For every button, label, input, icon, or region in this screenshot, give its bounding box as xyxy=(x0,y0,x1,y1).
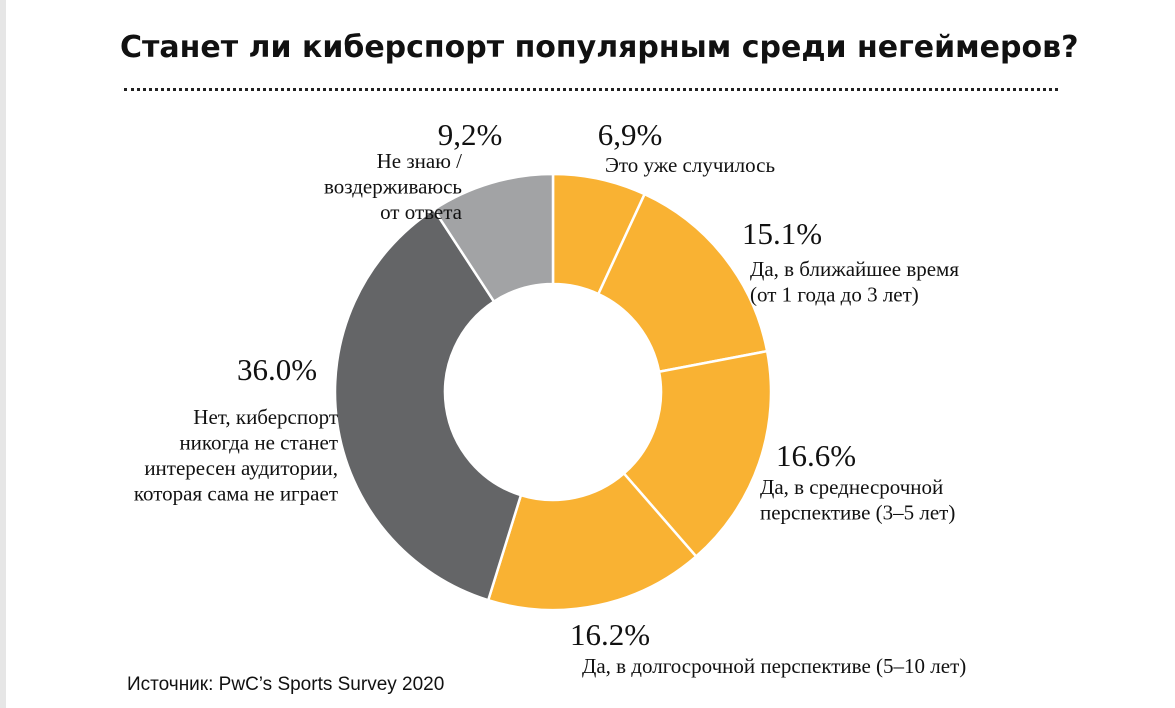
slice-category-label-5-line-2: никогда не станет xyxy=(179,431,338,455)
slice-value-label-3: 16.6% xyxy=(776,438,856,473)
slice-labels: 6,9%Это уже случилось 15.1% Да, в ближайше… xyxy=(134,117,966,678)
slice-category-label-2-line-2: (от 1 года до 3 лет) xyxy=(750,283,919,307)
slice-category-label-5-line-4: которая сама не играет xyxy=(134,482,338,506)
donut-hole xyxy=(445,284,661,500)
source-note: Источник: PwC’s Sports Survey 2020 xyxy=(127,674,445,695)
slice-category-label-6-line-2: воздерживаюсь xyxy=(324,175,462,199)
slice-category-label-3-line-1: Да, в среднесрочной xyxy=(760,475,943,499)
slice-category-label-1-line-1: Это уже случилось xyxy=(605,153,775,177)
slice-value-label-1: 6,9% xyxy=(598,117,663,152)
slice-value-label-4: 16.2% xyxy=(570,617,650,652)
slice-category-label-6-line-1: Не знаю / xyxy=(377,149,463,173)
slice-category-label-2-line-1: Да, в ближайшее время xyxy=(750,257,959,281)
slice-category-label-3-line-2: перспективе (3–5 лет) xyxy=(760,501,955,525)
page-title: Станет ли киберспорт популярным среди не… xyxy=(120,30,1079,65)
slice-category-label-6-line-3: от ответа xyxy=(380,200,463,224)
slice-category-label-5-line-1: Нет, киберспорт xyxy=(193,405,338,429)
slice-category-label-5-line-3: интересен аудитории, xyxy=(144,456,338,480)
donut-slices xyxy=(333,172,773,612)
page-left-edge xyxy=(0,0,6,708)
title-divider xyxy=(124,88,1058,91)
slice-value-label-6: 9,2% xyxy=(438,117,503,152)
slice-value-label-2: 15.1% xyxy=(742,216,822,251)
slice-value-label-5: 36.0% xyxy=(237,352,317,387)
slice-category-label-4-line-1: Да, в долгосрочной перспективе (5–10 лет… xyxy=(582,654,966,678)
